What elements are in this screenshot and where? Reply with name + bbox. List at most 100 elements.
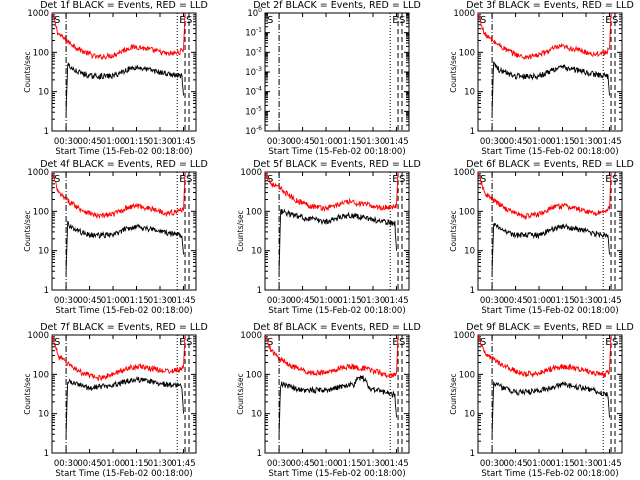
events-series-line — [491, 380, 610, 435]
y-axis-title: Counts/sec — [236, 210, 245, 251]
events-series-line — [65, 62, 184, 113]
y-tick-label: 10 — [38, 410, 49, 420]
x-tick-label: 01:45 — [597, 137, 622, 147]
x-tick-label: 00:45 — [77, 137, 102, 147]
x-tick-label: 01:30 — [148, 137, 173, 147]
y-tick-label: 1000 — [240, 331, 262, 341]
x-tick-label: 01:15 — [337, 296, 362, 306]
y-tick-label: 10-6 — [245, 125, 262, 137]
x-tick-label: 01:45 — [597, 296, 622, 306]
events-series-line — [491, 222, 610, 272]
y-axis-title: Counts/sec — [449, 210, 458, 251]
y-tick-label: 100 — [247, 7, 262, 19]
marker-E: E — [392, 15, 398, 26]
y-tick-label: 100 — [33, 370, 49, 380]
y-tick-label: 1000 — [240, 168, 262, 178]
y-tick-label: 100 — [459, 207, 475, 217]
plot-frame — [51, 334, 197, 454]
x-tick-label: 01:00 — [314, 296, 339, 306]
y-tick-label: 1 — [470, 449, 475, 459]
plot-frame — [264, 171, 410, 291]
x-tick-label: 01:15 — [124, 459, 149, 469]
x-tick-label: 00:30 — [267, 137, 292, 147]
y-tick-label: 1 — [44, 286, 49, 296]
x-tick-label: 00:30 — [54, 459, 79, 469]
x-tick-label: 01:00 — [527, 137, 552, 147]
y-axis-title: Counts/sec — [449, 373, 458, 414]
y-tick-label: 10 — [464, 247, 475, 257]
x-tick-label: 01:30 — [361, 296, 386, 306]
events-series-line — [65, 221, 184, 272]
y-tick-label: 1000 — [27, 9, 49, 19]
y-tick-label: 100 — [459, 48, 475, 58]
y-tick-label: 100 — [33, 48, 49, 58]
marker-S-right: S — [399, 337, 405, 348]
x-tick-label: 00:45 — [290, 296, 315, 306]
y-tick-label: 1000 — [27, 331, 49, 341]
marker-S-right: S — [186, 337, 192, 348]
marker-E: E — [392, 337, 398, 348]
marker-E: E — [179, 337, 185, 348]
marker-E: E — [605, 174, 611, 185]
x-axis-title: Start Time (15-Feb-02 00:18:00) — [268, 306, 405, 316]
x-tick-label: 00:30 — [54, 296, 79, 306]
y-tick-label: 100 — [33, 207, 49, 217]
marker-E: E — [179, 174, 185, 185]
x-tick-label: 01:45 — [171, 137, 196, 147]
marker-S-left: S — [480, 174, 486, 185]
y-tick-label: 10-2 — [245, 46, 262, 58]
x-axis-title: Start Time (15-Feb-02 00:18:00) — [268, 469, 405, 479]
x-tick-label: 00:30 — [480, 296, 505, 306]
y-tick-label: 1 — [44, 127, 49, 137]
x-tick-label: 01:45 — [384, 459, 409, 469]
y-tick-label: 100 — [459, 370, 475, 380]
marker-E: E — [605, 15, 611, 26]
y-tick-label: 10 — [38, 247, 49, 257]
y-axis-title: Counts/sec — [23, 373, 32, 414]
x-tick-label: 01:30 — [361, 459, 386, 469]
panel-title: Det 6f BLACK = Events, RED = LLD — [466, 159, 634, 170]
x-tick-label: 00:45 — [503, 137, 528, 147]
x-axis-title: Start Time (15-Feb-02 00:18:00) — [268, 147, 405, 157]
panel-det-7f: Det 7f BLACK = Events, RED = LLD 00:3000:… — [23, 322, 208, 479]
marker-S-right: S — [186, 174, 192, 185]
events-series-line — [278, 208, 397, 272]
y-axis-title: Counts/sec — [236, 373, 245, 414]
plot-frame — [477, 334, 623, 454]
y-tick-label: 100 — [246, 370, 262, 380]
marker-S-left: S — [54, 337, 60, 348]
x-tick-label: 01:30 — [574, 459, 599, 469]
panel-title: Det 2f BLACK = Events, RED = LLD — [253, 0, 421, 11]
lld-series-line — [51, 12, 186, 61]
y-tick-label: 10-4 — [245, 86, 262, 98]
panel-det-3f: Det 3f BLACK = Events, RED = LLD 00:3000:… — [449, 0, 634, 157]
panel-det-1f: Det 1f BLACK = Events, RED = LLD 00:3000:… — [23, 0, 208, 157]
x-tick-label: 00:30 — [267, 296, 292, 306]
x-tick-label: 00:45 — [77, 459, 102, 469]
marker-E: E — [179, 15, 185, 26]
marker-S-left: S — [54, 174, 60, 185]
panel-title: Det 9f BLACK = Events, RED = LLD — [466, 322, 634, 333]
x-tick-label: 00:45 — [503, 459, 528, 469]
lld-series-line — [264, 171, 399, 213]
plot-frame — [51, 171, 197, 291]
y-tick-label: 10 — [464, 410, 475, 420]
y-tick-label: 1 — [257, 286, 262, 296]
y-tick-label: 10 — [38, 88, 49, 98]
marker-S-right: S — [186, 15, 192, 26]
marker-S-right: S — [612, 15, 618, 26]
marker-S-left: S — [480, 337, 486, 348]
marker-S-left: S — [267, 15, 273, 26]
panel-title: Det 7f BLACK = Events, RED = LLD — [40, 322, 208, 333]
plot-frame — [51, 12, 197, 132]
x-tick-label: 01:15 — [124, 137, 149, 147]
x-axis-title: Start Time (15-Feb-02 00:18:00) — [55, 469, 192, 479]
x-tick-label: 01:15 — [550, 459, 575, 469]
panel-det-8f: Det 8f BLACK = Events, RED = LLD 00:3000:… — [236, 322, 421, 479]
y-tick-label: 1000 — [453, 9, 475, 19]
x-tick-label: 01:00 — [101, 137, 126, 147]
x-axis-title: Start Time (15-Feb-02 00:18:00) — [481, 147, 618, 157]
marker-S-right: S — [612, 174, 618, 185]
marker-S-left: S — [267, 337, 273, 348]
